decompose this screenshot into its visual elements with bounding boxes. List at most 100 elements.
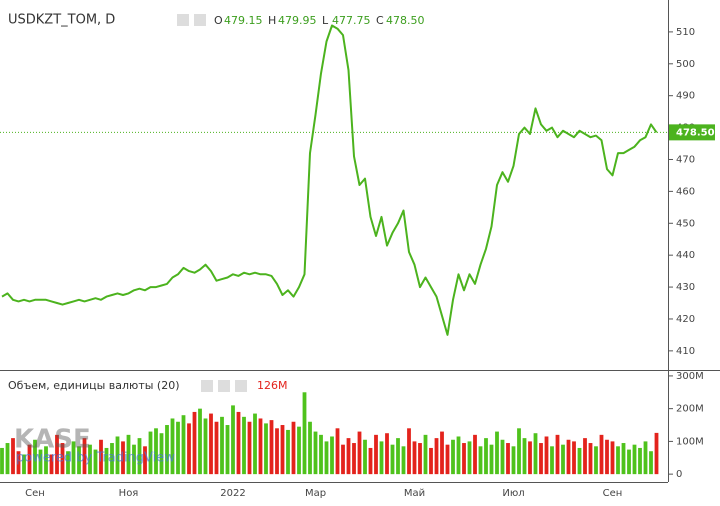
volume-bar	[181, 415, 186, 475]
volume-bar	[93, 449, 98, 475]
volume-bar	[396, 438, 400, 475]
volume-bar	[390, 444, 395, 475]
volume-bar	[555, 434, 560, 475]
volume-bar	[242, 416, 246, 475]
ohlc-key: O	[214, 14, 223, 27]
volume-bar	[418, 443, 422, 475]
volume-bar	[198, 408, 202, 475]
eye-icon[interactable]	[201, 380, 213, 392]
volume-bar	[544, 436, 549, 475]
volume-bar	[357, 431, 362, 475]
y-tick-label: 440	[676, 250, 695, 261]
volume-bar	[440, 431, 444, 475]
volume-bar	[71, 441, 76, 475]
volume-bar	[621, 443, 626, 475]
volume-value: 126M	[257, 379, 288, 392]
volume-bar	[60, 443, 65, 475]
volume-bar	[110, 443, 114, 475]
volume-bar	[220, 416, 224, 475]
y-tick-label: 410	[676, 346, 695, 357]
volume-bar	[209, 413, 213, 475]
volume-bar	[627, 449, 631, 475]
x-tick-label: Мар	[305, 488, 326, 499]
y-tick-label: 100M	[676, 436, 704, 447]
volume-bar	[566, 439, 571, 475]
volume-bar	[253, 413, 257, 475]
volume-bar	[264, 423, 268, 475]
volume-bar	[99, 439, 103, 475]
volume-bar	[104, 447, 109, 475]
ohlc-value: 479.95	[278, 14, 317, 27]
x-tick-label: Ноя	[119, 488, 139, 499]
volume-bar	[82, 438, 87, 475]
volume-bar	[500, 439, 505, 475]
y-tick-label: 420	[676, 314, 695, 325]
y-tick-label: 490	[676, 91, 695, 102]
volume-bar	[313, 431, 318, 475]
volume-bar	[341, 444, 345, 475]
ohlc-value: 477.75	[332, 14, 371, 27]
volume-bar	[632, 444, 637, 475]
volume-bar	[583, 438, 587, 475]
volume-bar	[308, 421, 312, 475]
volume-bar	[269, 420, 274, 475]
volume-bar	[49, 454, 54, 475]
settings-icon[interactable]	[194, 14, 206, 26]
ohlc-value: 478.50	[386, 14, 425, 27]
volume-bar	[286, 429, 290, 475]
volume-bar	[258, 418, 263, 475]
volume-bar	[605, 439, 609, 475]
volume-bar	[55, 434, 59, 475]
volume-bar	[132, 444, 136, 475]
volume-bar	[27, 444, 32, 475]
volume-bar	[484, 438, 488, 475]
y-tick-label: 470	[676, 154, 695, 165]
volume-bar	[522, 438, 527, 475]
volume-bar	[319, 434, 323, 475]
x-tick-label: 2022	[220, 488, 245, 499]
ohlc-value: 479.15	[224, 14, 263, 27]
volume-bar	[550, 446, 554, 475]
volume-bar	[456, 436, 461, 475]
volume-title: Объем, единицы валюты (20)	[8, 379, 180, 392]
close-icon[interactable]	[235, 380, 247, 392]
volume-bar	[473, 434, 477, 475]
volume-bar	[203, 418, 208, 475]
volume-bar	[121, 441, 125, 475]
volume-bar	[561, 444, 565, 475]
volume-bar	[429, 447, 433, 475]
watermark-logo: KASE	[14, 425, 91, 455]
volume-bar	[654, 432, 659, 475]
ohlc-key: L	[322, 14, 329, 27]
volume-bar	[187, 423, 191, 475]
price-line	[1, 24, 658, 336]
volume-bar	[495, 431, 499, 475]
volume-bar	[280, 425, 285, 475]
volume-bar	[126, 434, 131, 475]
volume-bar	[412, 441, 417, 475]
volume-bar	[368, 447, 373, 475]
volume-bar	[434, 438, 439, 475]
y-tick-label: 300M	[676, 371, 704, 382]
volume-bar	[38, 449, 43, 475]
volume-bar	[451, 439, 455, 475]
volume-bar	[533, 433, 538, 475]
volume-bar	[159, 433, 164, 475]
volume-bar	[170, 418, 175, 475]
volume-bar	[88, 444, 92, 475]
volume-bar	[423, 434, 428, 475]
settings-icon[interactable]	[218, 380, 230, 392]
volume-bar	[324, 441, 329, 475]
volume-bar	[599, 434, 604, 475]
x-tick-label: Июл	[502, 488, 524, 499]
volume-bar	[517, 428, 521, 475]
volume-bar	[401, 446, 406, 475]
volume-bar	[291, 421, 296, 475]
volume-bar	[511, 446, 516, 475]
volume-bar	[352, 443, 356, 475]
last-price-tag	[669, 124, 715, 141]
eye-icon[interactable]	[177, 14, 189, 26]
volume-bar	[363, 439, 367, 475]
